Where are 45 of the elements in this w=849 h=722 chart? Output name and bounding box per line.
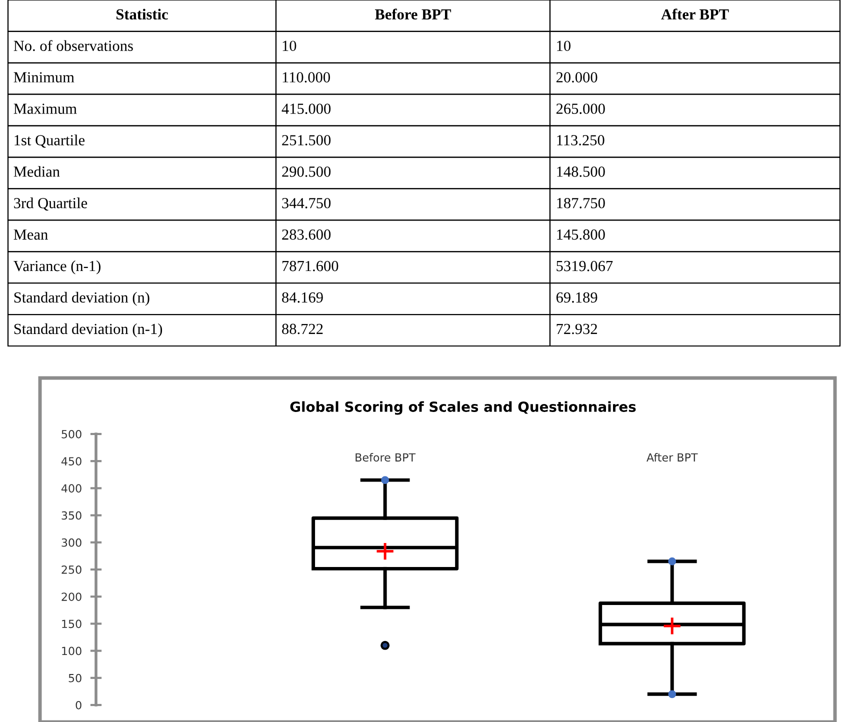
text: 187.750 bbox=[557, 198, 605, 208]
text: 88.722 bbox=[282, 324, 323, 334]
category-label: Standard deviation (n-1) bbox=[14, 323, 162, 338]
y-tick-label: 0 bbox=[76, 700, 82, 710]
text: 5319.067 bbox=[556, 260, 613, 272]
category-label: Mean bbox=[14, 230, 48, 240]
y-tick-label: 400 bbox=[61, 484, 82, 493]
category-label: Maximum bbox=[14, 104, 77, 114]
y-tick-label: 250 bbox=[62, 565, 82, 574]
y-tick-label: 200 bbox=[62, 592, 82, 601]
text: 251.500 bbox=[282, 135, 331, 146]
text: 265.000 bbox=[556, 104, 605, 114]
text: 283.600 bbox=[282, 229, 331, 240]
text: 69.189 bbox=[556, 292, 598, 303]
category-label: Variance (n-1) bbox=[14, 260, 100, 274]
text: 145.800 bbox=[557, 229, 605, 240]
text: 290.500 bbox=[282, 166, 331, 177]
text: 72.932 bbox=[556, 324, 597, 334]
category-label: No. of observations bbox=[14, 40, 133, 52]
y-tick-label: 350 bbox=[62, 511, 82, 520]
text: 20.000 bbox=[556, 72, 598, 83]
text: 415.000 bbox=[282, 104, 331, 114]
text: 84.169 bbox=[282, 292, 323, 303]
y-tick-label: 150 bbox=[62, 620, 82, 628]
text: 148.500 bbox=[557, 166, 605, 177]
y-tick-label: 100 bbox=[62, 646, 82, 656]
category-label: Statistic bbox=[116, 8, 168, 20]
text: 10 bbox=[557, 40, 570, 52]
category-label: Minimum bbox=[14, 72, 74, 82]
category-label: 3rd Quartile bbox=[14, 198, 88, 211]
text: 110.000 bbox=[282, 72, 330, 83]
chart-title: Global Scoring of Scales and Questionnaires bbox=[290, 401, 636, 415]
text: 344.750 bbox=[282, 198, 331, 208]
category-label: After BPT bbox=[661, 8, 729, 20]
y-tick-label: 500 bbox=[62, 430, 82, 438]
y-tick-label: 300 bbox=[62, 538, 82, 547]
text: 113.250 bbox=[557, 135, 604, 146]
text: 7871.600 bbox=[282, 260, 338, 272]
category-label: 1st Quartile bbox=[14, 134, 85, 148]
y-tick-label: 50 bbox=[68, 674, 82, 682]
text: 10 bbox=[282, 40, 296, 52]
category-label: Before BPT bbox=[374, 8, 452, 20]
y-tick-label: 450 bbox=[61, 457, 82, 466]
category-label: Standard deviation (n) bbox=[14, 292, 150, 306]
category-label: Median bbox=[14, 166, 60, 177]
